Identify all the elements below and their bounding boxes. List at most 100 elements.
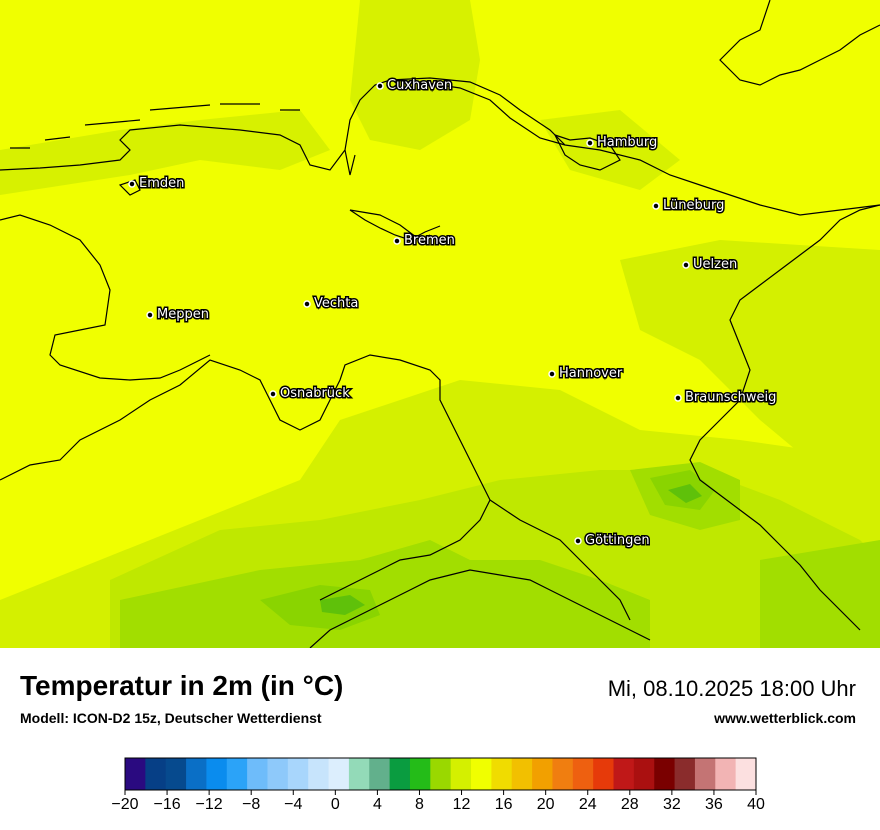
legend-swatch: [593, 758, 615, 790]
zone-southeast: [760, 540, 880, 648]
legend-swatch: [491, 758, 513, 790]
legend-swatch: [715, 758, 737, 790]
border-south: [309, 569, 651, 648]
legend-tick-label: 16: [494, 796, 513, 813]
legend-swatch: [369, 758, 391, 790]
border-netherlands: [0, 214, 211, 381]
legend-tick-label: 40: [747, 796, 765, 813]
border-nrw: [0, 354, 491, 601]
color-legend: −20 −16 −12 −8 −4 0 4 8 12 16 20 24 28 32 36 40: [0, 756, 880, 830]
legend-swatch: [552, 758, 574, 790]
border-mecklenburg: [719, 0, 880, 86]
forecast-datetime: Mi, 08.10.2025 18:00 Uhr: [607, 676, 856, 701]
city-label: Lüneburg: [663, 198, 724, 213]
model-subtitle: Modell: ICON-D2 15z, Deutscher Wetterdie…: [20, 710, 322, 726]
legend-tick-label: −8: [242, 796, 261, 813]
borders: [0, 0, 880, 648]
city-label: Vechta: [314, 296, 358, 311]
legend-swatch: [532, 758, 553, 790]
legend-swatch: [572, 758, 594, 790]
legend-swatch: [450, 758, 472, 790]
legend-colorbar: [124, 757, 757, 795]
city-label: Osnabrück: [280, 386, 350, 401]
city-dot: [574, 537, 582, 545]
city-dot: [393, 237, 401, 245]
legend-swatch: [735, 758, 757, 790]
coastline: [0, 77, 566, 171]
city-label: Braunschweig: [685, 390, 776, 405]
border-east: [689, 204, 880, 631]
zone-coast-north: [350, 0, 480, 150]
legend-swatch: [430, 758, 452, 790]
city-label: Hamburg: [597, 135, 657, 150]
legend-swatch: [471, 758, 492, 790]
zone-hamburg: [540, 110, 680, 190]
zone-east: [620, 240, 880, 470]
elbe: [389, 79, 880, 216]
coastline-islands: [10, 103, 300, 149]
legend-swatch: [389, 758, 411, 790]
legend-swatch: [694, 758, 716, 790]
city-dot: [269, 390, 277, 398]
legend-swatch: [654, 758, 676, 790]
weather-map: Cuxhaven Hamburg Emden Lüneburg Bremen Uelzen…: [0, 0, 880, 648]
legend-tick-label: −12: [195, 796, 223, 813]
legend-swatch: [125, 758, 146, 790]
city-dot: [376, 82, 384, 90]
zone-south-deep: [120, 540, 650, 648]
border-bremen: [349, 209, 441, 241]
city-dot: [128, 180, 136, 188]
legend-tick-label: 8: [415, 796, 424, 813]
city-markers: Cuxhaven Hamburg Emden Lüneburg Bremen Uelzen…: [128, 77, 778, 550]
jadebusen: [344, 149, 356, 176]
city-label: Emden: [139, 176, 184, 191]
legend-swatch: [348, 758, 370, 790]
legend-tick-label: −4: [284, 796, 303, 813]
city-dot: [303, 300, 311, 308]
legend-swatch: [145, 758, 167, 790]
zone-harz-peak: [668, 484, 702, 503]
legend-tick-label: 20: [536, 796, 555, 813]
city-label: Bremen: [404, 233, 455, 248]
legend-tick-label: −20: [111, 796, 139, 813]
border-hamburg: [553, 133, 621, 171]
legend-swatch: [511, 758, 533, 790]
zone-southwest-core: [320, 595, 365, 615]
city-label: Göttingen: [585, 533, 650, 548]
city-dot: [586, 139, 594, 147]
weser: [349, 209, 431, 241]
legend-tick-label: 0: [330, 796, 340, 813]
map-title: Temperatur in 2m (in °C): [20, 670, 344, 701]
legend-swatch: [186, 758, 207, 790]
legend-tick-label: 28: [620, 796, 639, 813]
legend-swatch: [287, 758, 309, 790]
legend-swatch: [613, 758, 635, 790]
legend-swatch: [674, 758, 696, 790]
city-dot: [674, 394, 682, 402]
legend-tick-label: −16: [153, 796, 181, 813]
city-dot: [652, 202, 660, 210]
legend-swatch: [328, 758, 350, 790]
city-label: Cuxhaven: [387, 78, 452, 93]
legend-tick-label: 32: [662, 796, 681, 813]
legend-swatch: [247, 758, 268, 790]
website-link[interactable]: www.wetterblick.com: [714, 710, 856, 726]
legend-tick-label: 24: [578, 796, 597, 813]
legend-swatch: [165, 758, 187, 790]
city-label: Meppen: [157, 307, 209, 322]
legend-border: [124, 757, 757, 791]
legend-swatch: [206, 758, 228, 790]
city-dot: [548, 370, 556, 378]
legend-tick-label: 4: [372, 796, 382, 813]
legend-swatch: [308, 758, 330, 790]
legend-swatch: [226, 758, 248, 790]
legend-tick-label: 12: [452, 796, 471, 813]
city-label: Hannover: [559, 366, 623, 381]
city-dot: [146, 311, 154, 319]
city-label: Uelzen: [693, 257, 737, 272]
legend-swatch: [267, 758, 289, 790]
border-hessen: [489, 499, 631, 621]
legend-tick-label: 36: [705, 796, 723, 813]
city-dot: [682, 261, 690, 269]
legend-swatch: [409, 758, 431, 790]
